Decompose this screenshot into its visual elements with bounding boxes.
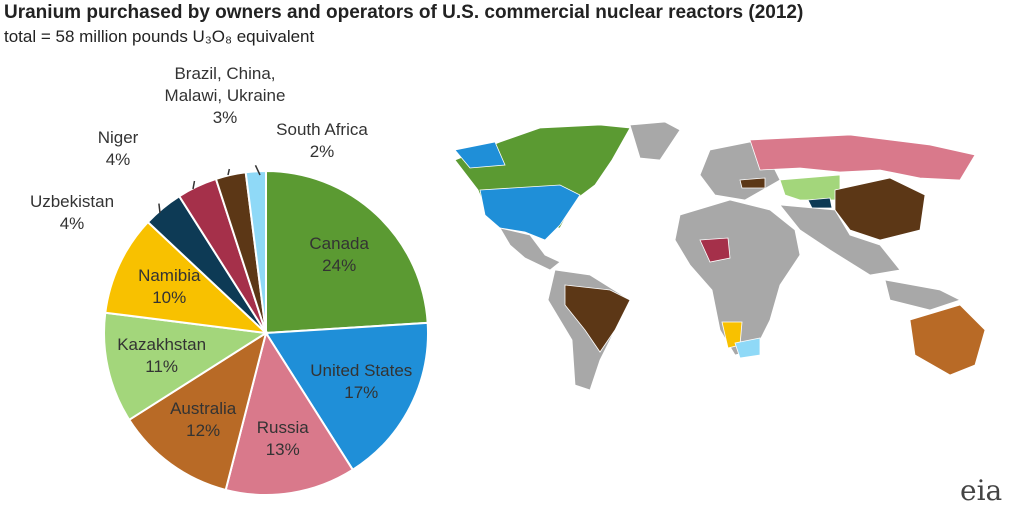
logo: eia bbox=[960, 474, 1003, 507]
pie-slice bbox=[104, 220, 269, 335]
pie-slice bbox=[127, 330, 268, 492]
pie bbox=[103, 169, 429, 496]
leader-line bbox=[254, 165, 261, 176]
category-label: Canada bbox=[309, 234, 369, 254]
slice-label: Kazakhstan 11% bbox=[117, 334, 206, 378]
category-label: Australia bbox=[170, 398, 237, 418]
slice-label: Russia 13% bbox=[257, 417, 309, 461]
pie-slice bbox=[265, 169, 429, 335]
value-label: 12% bbox=[186, 420, 221, 440]
leader-lines bbox=[158, 165, 261, 214]
value-label: 4% bbox=[105, 150, 131, 169]
category-label: Namibia bbox=[138, 266, 201, 286]
pie-slice bbox=[224, 330, 355, 496]
category-label: United States bbox=[310, 360, 413, 380]
leader-line bbox=[158, 203, 161, 214]
value-label: 17% bbox=[344, 382, 379, 402]
slice-label: Australia 12% bbox=[170, 398, 236, 442]
slice-label: Uzbekistan 4% bbox=[30, 191, 114, 235]
world-map bbox=[454, 121, 986, 391]
slice-label: Brazil, China, Malawi, Ukraine 3% bbox=[155, 63, 295, 129]
pie-slice bbox=[244, 169, 267, 334]
category-label: Niger bbox=[97, 128, 139, 147]
leader-line bbox=[192, 180, 196, 190]
value-label: 3% bbox=[212, 108, 238, 127]
chart-subtitle: total = 58 million pounds U₃O₈ equivalen… bbox=[4, 27, 315, 46]
pie-slice bbox=[103, 311, 269, 422]
category-label: Uzbekistan bbox=[29, 192, 115, 211]
category-label: South Africa bbox=[276, 120, 368, 139]
category-label: Brazil, China, Malawi, Ukraine bbox=[164, 64, 286, 105]
category-label: Kazakhstan bbox=[117, 335, 207, 355]
pie-slice bbox=[264, 321, 429, 472]
value-label: 11% bbox=[145, 357, 179, 377]
chart-title: Uranium purchased by owners and operator… bbox=[4, 2, 804, 23]
value-label: 24% bbox=[322, 256, 357, 276]
value-label: 4% bbox=[59, 214, 85, 233]
leader-line bbox=[227, 168, 231, 176]
value-label: 10% bbox=[152, 288, 187, 308]
slice-label: Namibia 10% bbox=[138, 265, 200, 309]
slice-label: United States 17% bbox=[310, 360, 412, 404]
value-label: 13% bbox=[265, 439, 300, 459]
slice-label: Canada 24% bbox=[309, 233, 369, 277]
slice-label: South Africa 2% bbox=[276, 119, 368, 163]
category-label: Russia bbox=[256, 417, 309, 437]
value-label: 2% bbox=[309, 142, 335, 161]
slice-label: Niger 4% bbox=[98, 127, 139, 171]
